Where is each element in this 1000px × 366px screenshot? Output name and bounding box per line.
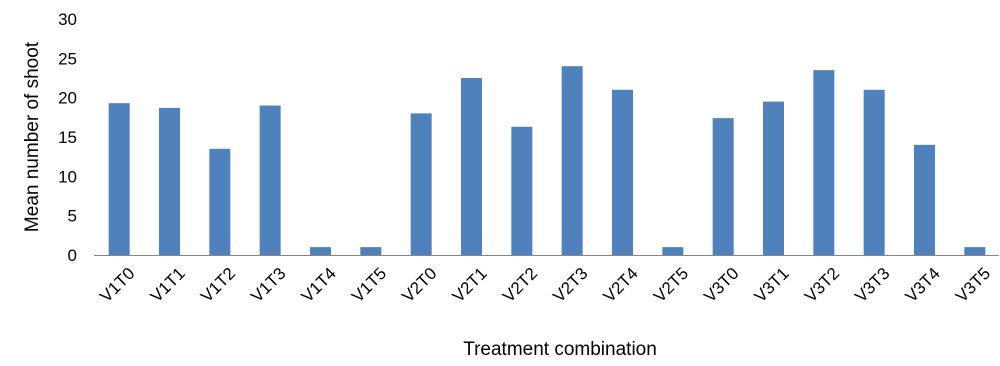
- bar: [763, 101, 784, 255]
- x-tick-label: V1T1: [147, 264, 189, 306]
- bar: [108, 103, 130, 255]
- x-axis-title: Treatment combination: [463, 339, 657, 360]
- bar: [410, 113, 432, 256]
- y-tick-label: 0: [68, 246, 77, 265]
- x-tick-label: V1T4: [298, 264, 340, 306]
- y-tick-label: 15: [58, 128, 77, 147]
- bar: [863, 89, 885, 255]
- bar: [461, 78, 482, 255]
- bar: [259, 105, 281, 256]
- x-tick-label: V3T0: [700, 264, 742, 306]
- bar: [813, 70, 835, 255]
- x-tick-label: V1T2: [197, 264, 239, 306]
- x-tick-label: V2T0: [398, 264, 440, 306]
- y-tick-label: 30: [58, 10, 77, 29]
- bar: [612, 89, 633, 255]
- x-tick-label: V2T5: [650, 264, 692, 306]
- x-axis-labels: V1T0 V1T1 V1T2 V1T3 V1T4 V1T5 V2T0 V2T1 V2T2 V2T3…: [96, 264, 994, 306]
- bar: [561, 66, 583, 255]
- x-tick-label: V3T2: [801, 264, 843, 306]
- bar: [209, 148, 231, 255]
- x-tick-label: V3T1: [751, 264, 793, 306]
- bar: [914, 144, 935, 255]
- bar: [662, 247, 684, 255]
- y-tick-label: 20: [58, 89, 77, 108]
- bar: [511, 126, 533, 255]
- bar: [712, 118, 734, 256]
- y-tick-label: 25: [58, 49, 77, 68]
- bar: [310, 247, 331, 255]
- x-tick-label: V2T1: [449, 264, 491, 306]
- x-tick-label: V1T5: [348, 264, 390, 306]
- bar: [159, 107, 180, 255]
- x-tick-label: V1T0: [96, 264, 138, 306]
- x-tick-label: V2T4: [600, 264, 642, 306]
- x-tick-label: V3T5: [952, 264, 994, 306]
- y-axis-title: Mean number of shoot: [22, 41, 43, 232]
- bars: [108, 66, 986, 256]
- x-tick-label: V3T3: [851, 264, 893, 306]
- x-tick-label: V2T2: [499, 264, 541, 306]
- x-tick-label: V1T3: [247, 264, 289, 306]
- bar: [964, 247, 986, 255]
- y-axis-ticks: 0 5 10 15 20 25 30: [58, 10, 77, 265]
- x-tick-label: V2T3: [549, 264, 591, 306]
- bar: [360, 247, 382, 255]
- y-tick-label: 10: [58, 167, 77, 186]
- x-tick-label: V3T4: [902, 264, 944, 306]
- y-tick-label: 5: [68, 207, 77, 226]
